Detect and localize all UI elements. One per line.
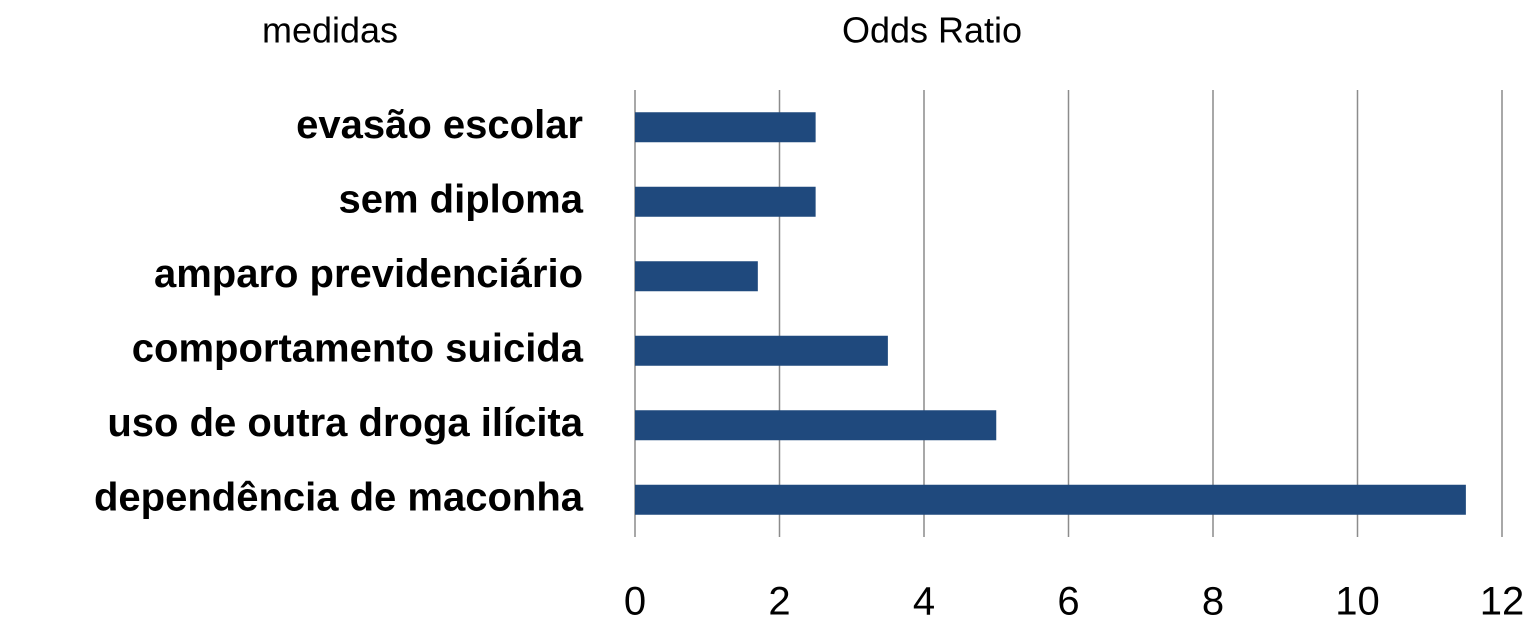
x-tick-label: 4 <box>913 580 935 620</box>
axis-label: medidas <box>262 10 398 51</box>
y-tick-label: dependência de maconha <box>94 475 584 519</box>
x-tick-label: 8 <box>1202 580 1224 620</box>
x-tick-label: 10 <box>1335 580 1380 620</box>
y-tick-label: comportamento suicida <box>132 326 584 370</box>
bar <box>635 186 816 217</box>
chart-title: Odds Ratio <box>842 10 1022 51</box>
y-tick-label: sem diploma <box>338 177 583 221</box>
y-tick-label: amparo previdenciário <box>154 252 583 296</box>
y-tick-label: evasão escolar <box>296 103 583 147</box>
bar <box>635 261 758 292</box>
x-tick-label: 0 <box>624 580 646 620</box>
bar <box>635 484 1466 515</box>
bar <box>635 410 997 441</box>
bar <box>635 112 816 143</box>
y-tick-label: uso de outra droga ilícita <box>107 401 583 445</box>
x-tick-label: 6 <box>1057 580 1079 620</box>
bar <box>635 335 888 366</box>
x-tick-label: 12 <box>1480 580 1525 620</box>
x-tick-label: 2 <box>768 580 790 620</box>
